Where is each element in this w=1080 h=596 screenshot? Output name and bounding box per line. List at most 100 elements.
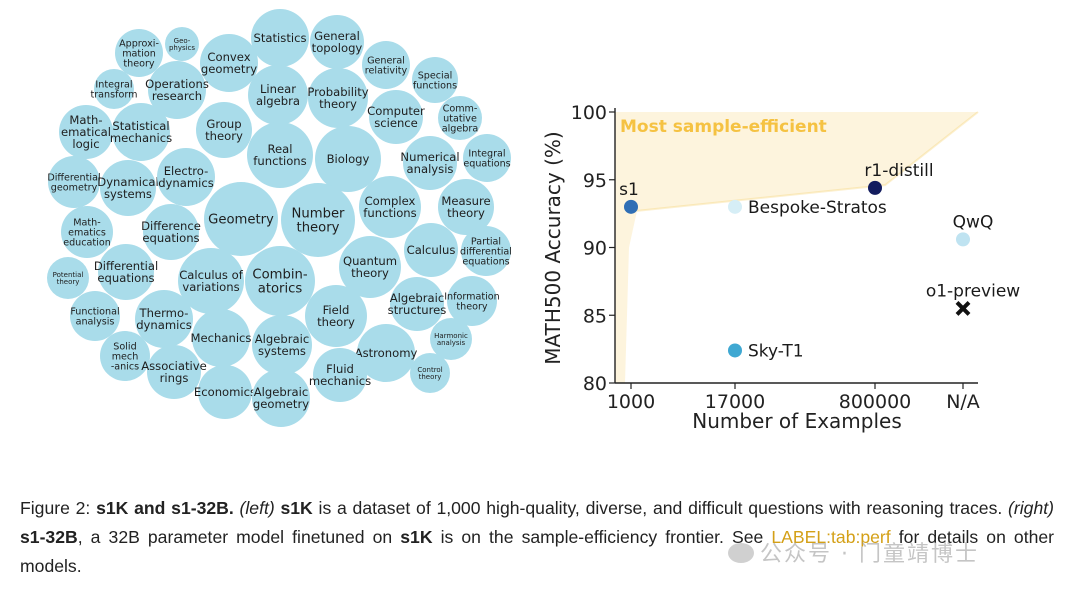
bubble-label: analysis — [76, 316, 115, 327]
table-reference-link[interactable]: LABEL:tab:perf — [771, 527, 891, 547]
bubble-label: differential — [460, 246, 512, 257]
point-marker — [868, 180, 882, 195]
y-axis-label: MATH500 Accuracy (%) — [541, 131, 565, 364]
y-tick-label: 80 — [583, 373, 607, 395]
right-text-a: , a 32B parameter model finetuned on — [77, 527, 393, 547]
bubble-label: Electro- — [164, 164, 209, 178]
topic-bubble: Geometry — [204, 182, 278, 256]
bubble-label: Computer — [367, 104, 425, 118]
bubble-circle — [357, 324, 415, 382]
bubble-label: Special — [418, 70, 453, 81]
bubble-label: education — [63, 237, 111, 248]
region-label: Most sample-efficient — [620, 117, 827, 137]
bubble-label: theory — [317, 315, 355, 329]
bubble-label: theory — [123, 58, 155, 69]
bubble-label: Thermo- — [139, 306, 189, 320]
point-label: Sky-T1 — [748, 341, 804, 361]
bubble-label: theory — [57, 278, 80, 286]
bubble-circle — [100, 160, 156, 216]
bubble-label: Biology — [327, 152, 370, 166]
topic-bubble: Electro-dynamics — [157, 148, 215, 206]
bubble-circle — [200, 34, 258, 92]
bubble-circle — [198, 365, 252, 419]
point-marker — [728, 343, 742, 358]
point-label: Bespoke-Stratos — [748, 198, 887, 218]
bubble-circle — [403, 136, 457, 190]
bubble-label: Solid — [113, 341, 136, 352]
bubble-circle — [310, 15, 364, 69]
topic-bubble: Biology — [315, 126, 381, 192]
bubble-label: theory — [456, 301, 488, 312]
point-label: QwQ — [953, 212, 994, 232]
topic-bubble: Calculus — [404, 223, 458, 277]
data-point-s1: s1 — [619, 180, 639, 214]
bubble-circle — [135, 290, 193, 348]
bubble-label: Calculus of — [179, 268, 244, 282]
bubble-label: Field — [323, 303, 350, 317]
bubble-label: Comm- — [443, 103, 478, 114]
bubble-circle — [404, 223, 458, 277]
bubble-label: Measure — [441, 194, 490, 208]
bubble-label: analysis — [437, 339, 466, 347]
bubble-label: mechanics — [110, 131, 172, 145]
watermark: 公众号 · 门童靖博士 — [728, 536, 979, 568]
bubble-label: geometry — [253, 397, 309, 411]
bubble-label: equations — [463, 158, 510, 169]
caption-title: s1K and s1-32B. — [96, 498, 234, 518]
bubble-label: algebra — [256, 94, 300, 108]
data-point-qwq: QwQ — [953, 212, 994, 247]
bubble-label: Potential — [53, 271, 84, 279]
bubble-label: General — [367, 55, 405, 66]
bubble-label: Number — [292, 207, 346, 222]
bubble-circle — [313, 348, 367, 402]
bubble-label: Dynamical — [97, 175, 158, 189]
bubble-circle — [461, 226, 511, 276]
bubble-circle — [98, 244, 154, 300]
bubble-circle — [447, 276, 497, 326]
bubble-label: relativity — [365, 65, 408, 76]
bubble-label: theory — [351, 266, 389, 280]
bubble-label: Approxi- — [119, 38, 159, 49]
bubble-label: Information — [444, 291, 500, 302]
bubble-circle — [245, 246, 315, 316]
bubble-label: Partial — [471, 236, 501, 247]
s1-32b-name: s1-32B — [20, 527, 78, 547]
bubble-label: analysis — [407, 162, 454, 176]
bubble-label: Control — [417, 366, 442, 374]
bubble-label: research — [152, 89, 202, 103]
bubble-circle — [251, 9, 309, 67]
bubble-label: physics — [169, 44, 195, 52]
bubble-circle — [157, 148, 215, 206]
bubble-label: Mechanics — [191, 331, 252, 345]
bubble-label: Math- — [69, 113, 102, 127]
bubble-label: Associative — [141, 359, 207, 373]
bubble-label: Math- — [73, 217, 100, 228]
bubble-circle — [112, 103, 170, 161]
bubble-label: Algebraic — [255, 332, 309, 346]
point-label: o1-preview — [926, 281, 1020, 301]
bubble-label: dynamics — [158, 176, 214, 190]
bubble-circle — [147, 345, 201, 399]
bubble-circle — [94, 69, 134, 109]
s1k-name-2: s1K — [400, 527, 433, 547]
bubble-circle — [438, 179, 494, 235]
bubble-circle — [252, 315, 312, 375]
bubble-label: Operations — [145, 77, 209, 91]
topic-bubble: Combin-atorics — [245, 246, 315, 316]
bubble-label: Geo- — [174, 37, 191, 45]
